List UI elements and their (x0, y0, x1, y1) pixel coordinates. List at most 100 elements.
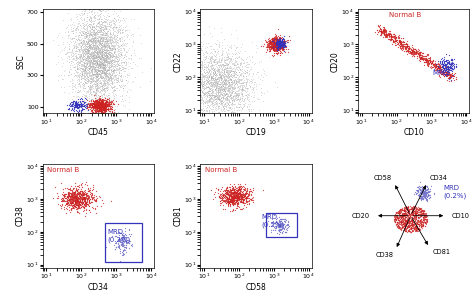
Point (232, 200, 239, 204)
Point (222, 100, 230, 104)
Point (85, 51, 92, 55)
Point (385, 33, 392, 38)
Point (83, 41, 91, 46)
Point (409, 215, 417, 220)
Point (436, 70, 444, 74)
Point (64, 73, 72, 78)
Point (103, 100, 110, 105)
Point (91, 111, 99, 116)
Point (98, 103, 105, 108)
Point (73, 64, 81, 69)
Point (100, 85, 108, 90)
Point (209, 83, 217, 88)
Point (219, 193, 227, 198)
Point (106, 14, 113, 19)
Point (217, 95, 225, 100)
Point (415, 216, 422, 221)
Point (222, 198, 229, 203)
Point (114, 51, 122, 56)
Point (112, 92, 119, 97)
Point (96, 104, 104, 109)
Point (210, 71, 218, 76)
Point (92, 90, 100, 95)
Point (229, 200, 237, 205)
Point (69, 102, 77, 107)
Point (95, 69, 103, 74)
Point (270, 47, 277, 52)
Point (270, 42, 277, 47)
Point (265, 44, 273, 48)
Point (229, 200, 237, 205)
Point (248, 98, 255, 103)
Point (277, 45, 284, 50)
Point (86, 62, 94, 67)
Point (221, 194, 229, 198)
Point (242, 195, 250, 200)
Point (229, 98, 237, 102)
Point (80, 194, 87, 199)
Point (274, 42, 282, 46)
Point (225, 93, 233, 98)
Point (66, 104, 73, 108)
Point (412, 191, 420, 196)
Point (272, 42, 280, 47)
Point (267, 41, 274, 45)
Point (82, 51, 89, 56)
Point (94, 104, 101, 109)
Point (90, 18, 98, 23)
Point (104, 14, 112, 19)
Point (227, 81, 235, 86)
Point (83, 61, 91, 65)
Point (92, 75, 100, 79)
Point (274, 42, 282, 47)
Point (85, 28, 92, 33)
Point (212, 73, 219, 78)
Point (83, 29, 91, 34)
Point (401, 206, 409, 211)
Point (418, 208, 425, 213)
Point (422, 188, 429, 193)
Point (234, 189, 241, 194)
Point (220, 113, 228, 118)
Point (84, 44, 91, 49)
Point (412, 224, 419, 229)
Point (232, 69, 240, 74)
Point (68, 29, 76, 33)
Point (120, 65, 128, 70)
Point (88, 55, 95, 60)
Point (109, 28, 117, 33)
Point (207, 84, 214, 88)
Point (219, 91, 227, 96)
Point (85, 70, 92, 75)
Point (79, 195, 86, 200)
Point (121, 66, 129, 70)
Point (96, 14, 103, 19)
Point (107, 39, 115, 44)
Point (278, 36, 285, 41)
Point (275, 45, 283, 50)
Point (403, 216, 411, 221)
Point (450, 74, 458, 79)
Point (92, 60, 100, 65)
Point (116, 62, 124, 67)
Point (213, 71, 220, 76)
Point (211, 94, 219, 98)
Point (212, 68, 220, 73)
Point (84, 49, 91, 54)
Point (420, 192, 428, 197)
Point (202, 78, 210, 82)
Point (209, 116, 216, 121)
Point (109, 81, 116, 86)
Point (395, 43, 402, 48)
Point (232, 206, 240, 210)
Point (273, 38, 281, 43)
Point (97, 107, 104, 112)
Point (86, 102, 94, 107)
Point (217, 74, 225, 79)
Point (398, 208, 405, 213)
Point (272, 41, 280, 46)
Point (75, 35, 83, 40)
Point (90, 60, 97, 65)
Point (69, 87, 76, 92)
Point (84, 77, 91, 82)
